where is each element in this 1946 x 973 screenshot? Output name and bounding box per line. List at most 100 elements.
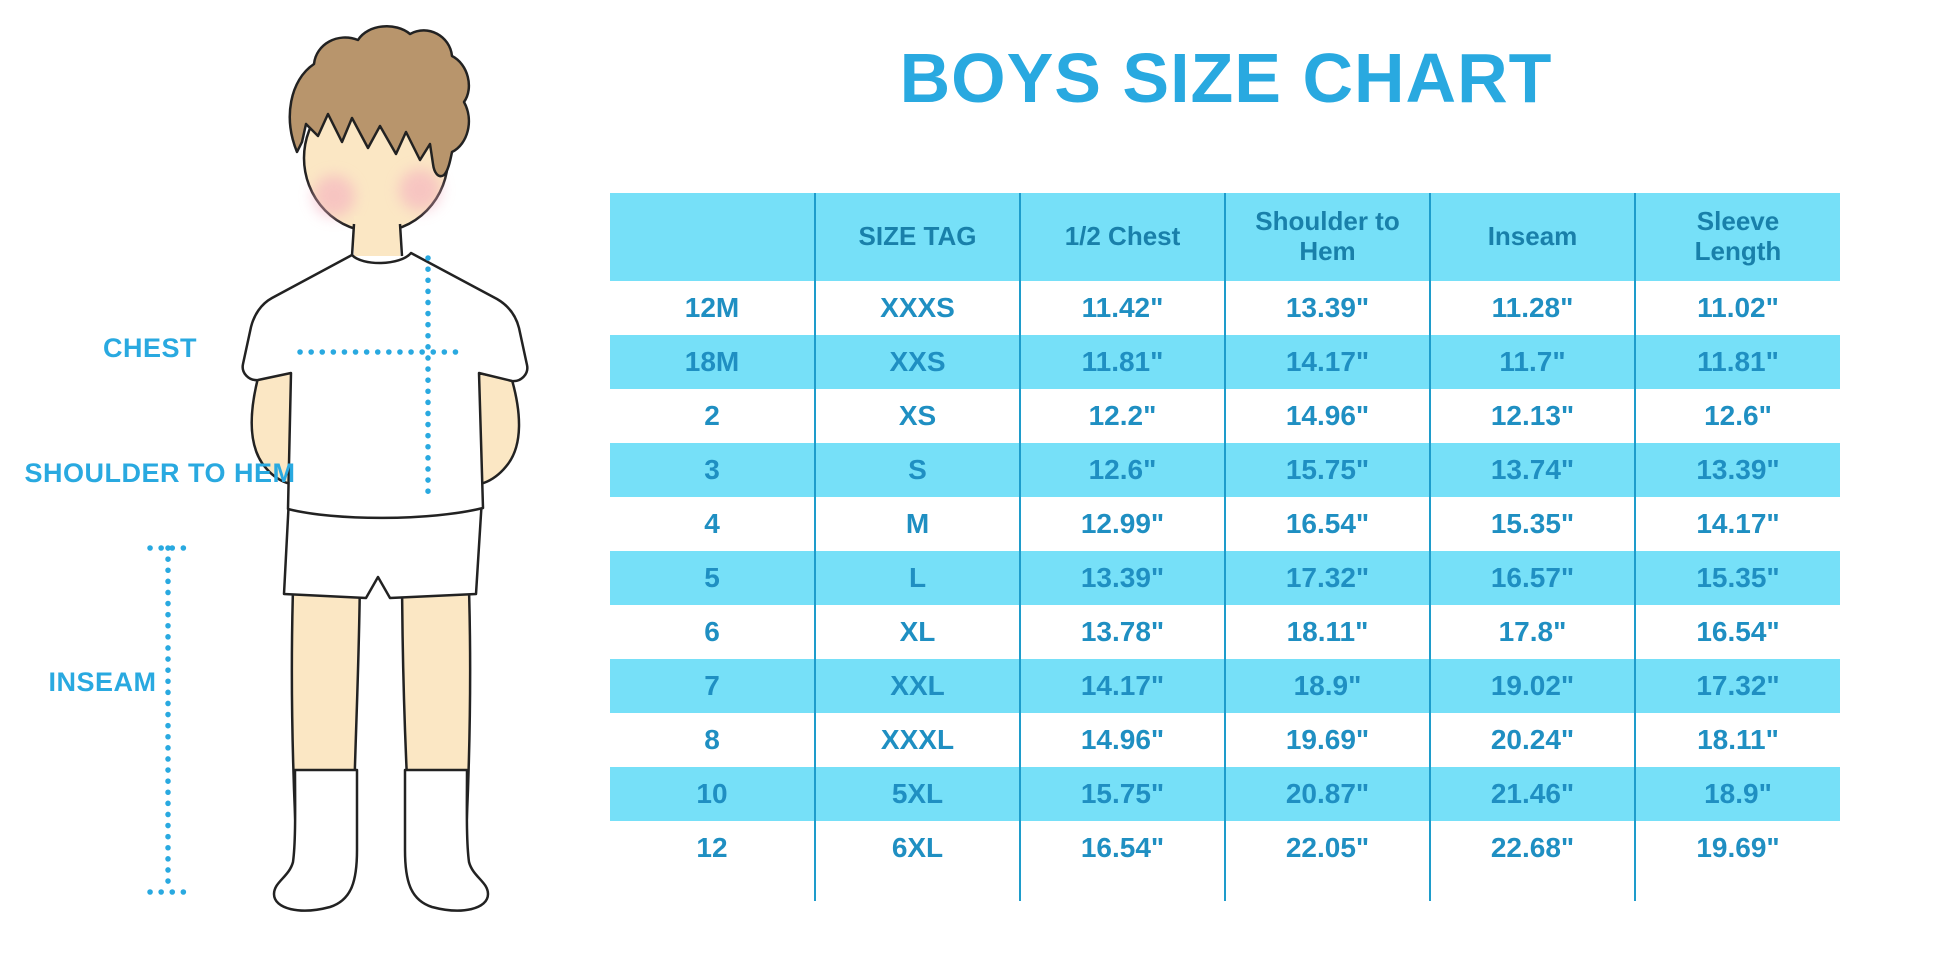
boy-sock-left bbox=[272, 768, 359, 912]
table-row: 2 XS 12.2" 14.96" 12.13" 12.6" bbox=[610, 389, 1840, 443]
column-divider-extension bbox=[1634, 875, 1636, 901]
measurement-cell: 13.39" bbox=[1224, 281, 1430, 335]
boy-hair bbox=[288, 25, 471, 178]
measurement-cell: 18.11" bbox=[1224, 605, 1430, 659]
measurement-cell: 14.96" bbox=[1019, 713, 1225, 767]
table-row: 8 XXXL 14.96" 19.69" 20.24" 18.11" bbox=[610, 713, 1840, 767]
measurement-cell: 22.05" bbox=[1224, 821, 1430, 875]
measurement-cell: XXXS bbox=[814, 281, 1020, 335]
measurement-cell: 16.57" bbox=[1429, 551, 1635, 605]
measurement-cell: 12.13" bbox=[1429, 389, 1635, 443]
column-divider-extension bbox=[1019, 875, 1021, 901]
measurement-cell: 18.11" bbox=[1634, 713, 1840, 767]
measurement-cell: 12.6" bbox=[1019, 443, 1225, 497]
size-cell: 7 bbox=[610, 659, 815, 713]
measurement-cell: L bbox=[814, 551, 1020, 605]
size-cell: 4 bbox=[704, 508, 720, 539]
size-cell: 8 bbox=[704, 724, 720, 755]
measurement-cell: 11.81" bbox=[1019, 335, 1225, 389]
measurement-cell: 5XL bbox=[814, 767, 1020, 821]
page-title: BOYS SIZE CHART bbox=[899, 39, 1553, 117]
measurement-cell: 19.69" bbox=[1634, 821, 1840, 875]
boy-sock-right bbox=[403, 768, 490, 912]
measurement-cell: 11.02" bbox=[1634, 281, 1840, 335]
measurement-cell: 13.74" bbox=[1429, 443, 1635, 497]
column-divider-extension bbox=[1224, 875, 1226, 901]
size-table-body: 12M XXXS 11.42" 13.39" 11.28" 11.02" 18M XXS 11.… bbox=[610, 281, 1840, 875]
measurement-cell: 15.75" bbox=[1019, 767, 1225, 821]
measurement-cell: 16.54" bbox=[1019, 821, 1225, 875]
measurement-cell: 13.78" bbox=[1019, 605, 1225, 659]
table-row: 12 6XL 16.54" 22.05" 22.68" 19.69" bbox=[610, 821, 1840, 875]
inseam-label: INSEAM bbox=[48, 667, 157, 697]
size-cell: 18M bbox=[610, 335, 815, 389]
column-header: 1/2 Chest bbox=[1019, 193, 1225, 281]
measurement-cell: 21.46" bbox=[1429, 767, 1635, 821]
size-cell: 6 bbox=[704, 616, 720, 647]
size-cell: 2 bbox=[704, 400, 720, 431]
measurement-cell: 6XL bbox=[814, 821, 1020, 875]
boy-cheek-right bbox=[399, 169, 441, 211]
column-divider-extension bbox=[1429, 875, 1431, 901]
measurement-cell: 17.8" bbox=[1429, 605, 1635, 659]
table-row: 10 5XL 15.75" 20.87" 21.46" 18.9" bbox=[610, 767, 1840, 821]
measurement-cell: 14.17" bbox=[1224, 335, 1430, 389]
column-header bbox=[610, 193, 815, 281]
measurement-cell: XXL bbox=[814, 659, 1020, 713]
measurement-cell: S bbox=[814, 443, 1020, 497]
measurement-cell: 18.9" bbox=[1634, 767, 1840, 821]
measurement-cell: 13.39" bbox=[1634, 443, 1840, 497]
measurement-cell: 16.54" bbox=[1634, 605, 1840, 659]
table-row: 18M XXS 11.81" 14.17" 11.7" 11.81" bbox=[610, 335, 1840, 389]
measurement-cell: 12.6" bbox=[1634, 389, 1840, 443]
column-divider-extension bbox=[814, 875, 816, 901]
boy-figure-svg bbox=[147, 25, 529, 912]
measurement-cell: 19.69" bbox=[1224, 713, 1430, 767]
table-row: 7 XXL 14.17" 18.9" 19.02" 17.32" bbox=[610, 659, 1840, 713]
measurement-cell: 15.35" bbox=[1634, 551, 1840, 605]
measurement-cell: 19.02" bbox=[1429, 659, 1635, 713]
boy-neck-outline bbox=[350, 223, 404, 257]
size-cell: 3 bbox=[610, 443, 815, 497]
chest-label: CHEST bbox=[102, 333, 197, 363]
boy-illustration: CHEST SHOULDER TO HEM INSEAM bbox=[0, 0, 585, 973]
table-row: 6 XL 13.78" 18.11" 17.8" 16.54" bbox=[610, 605, 1840, 659]
measurement-cell: 11.28" bbox=[1429, 281, 1635, 335]
measurement-cell: 11.7" bbox=[1429, 335, 1635, 389]
size-cell: 12 bbox=[696, 832, 728, 863]
size-cell: 10 bbox=[610, 767, 815, 821]
measurement-cell: 14.96" bbox=[1224, 389, 1430, 443]
column-header: Inseam bbox=[1429, 193, 1635, 281]
column-header: Shoulder to Hem bbox=[1224, 193, 1430, 281]
measurement-cell: 22.68" bbox=[1429, 821, 1635, 875]
column-header: Sleeve Length bbox=[1634, 193, 1840, 281]
measurement-cell: 12.2" bbox=[1019, 389, 1225, 443]
measurement-cell: 17.32" bbox=[1634, 659, 1840, 713]
measurement-cell: XS bbox=[814, 389, 1020, 443]
measurement-cell: 15.35" bbox=[1429, 497, 1635, 551]
size-table-header: SIZE TAG 1/2 Chest Shoulder to Hem Inseam Sl… bbox=[610, 193, 1840, 281]
shoulder-to-hem-label: SHOULDER TO HEM bbox=[24, 458, 296, 488]
table-row: 5 L 13.39" 17.32" 16.57" 15.35" bbox=[610, 551, 1840, 605]
size-cell: 12M bbox=[684, 292, 740, 323]
measurement-cell: 16.54" bbox=[1224, 497, 1430, 551]
measurement-cell: 18.9" bbox=[1224, 659, 1430, 713]
measurement-cell: 14.17" bbox=[1019, 659, 1225, 713]
table-row: 3 S 12.6" 15.75" 13.74" 13.39" bbox=[610, 443, 1840, 497]
header-row: SIZE TAG 1/2 Chest Shoulder to Hem Inseam Sl… bbox=[610, 193, 1840, 281]
table-row: 4 M 12.99" 16.54" 15.35" 14.17" bbox=[610, 497, 1840, 551]
boy-neck bbox=[354, 216, 400, 256]
measurement-cell: XL bbox=[814, 605, 1020, 659]
size-cell: 5 bbox=[610, 551, 815, 605]
size-table: SIZE TAG 1/2 Chest Shoulder to Hem Inseam Sl… bbox=[610, 193, 1840, 875]
measurement-cell: 14.17" bbox=[1634, 497, 1840, 551]
measurement-lines bbox=[147, 255, 465, 895]
measurement-cell: 20.24" bbox=[1429, 713, 1635, 767]
measurement-cell: M bbox=[814, 497, 1020, 551]
boy-cheek-left bbox=[313, 175, 355, 217]
measurement-cell: 15.75" bbox=[1224, 443, 1430, 497]
measurement-cell: 17.32" bbox=[1224, 551, 1430, 605]
measurement-cell: XXXL bbox=[814, 713, 1020, 767]
measurement-cell: XXS bbox=[814, 335, 1020, 389]
